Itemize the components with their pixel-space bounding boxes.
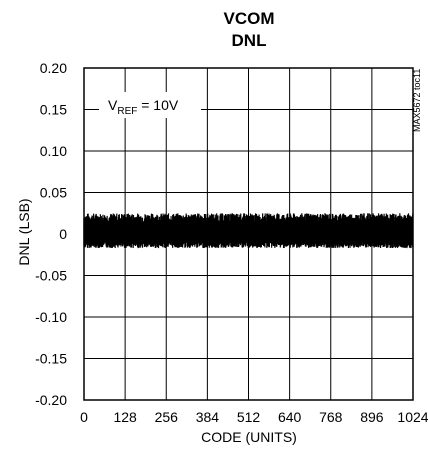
x-tick-label-8: 1024 (397, 409, 428, 425)
x-tick-label-6: 768 (319, 409, 343, 425)
vref-annotation: VREF = 10V (108, 97, 179, 117)
x-tick-label-7: 896 (360, 409, 384, 425)
y-tick-label-3: 0.05 (40, 185, 67, 201)
figure-id: MAX5672 toc11 (412, 69, 422, 132)
y-tick-label-8: -0.20 (35, 392, 67, 408)
vref-sub: REF (117, 106, 137, 117)
y-tick-label-1: 0.15 (40, 102, 67, 118)
x-axis-label: CODE (UNITS) (201, 429, 297, 445)
dnl-core-band (84, 227, 413, 242)
annotation-background (99, 92, 201, 118)
vref-rest: = 10V (137, 97, 179, 113)
x-tick-label-3: 384 (196, 409, 220, 425)
y-tick-label-7: -0.15 (35, 351, 67, 367)
y-tick-label-6: -0.10 (35, 309, 67, 325)
chart-title: VCOM (224, 9, 275, 28)
x-tick-label-1: 128 (113, 409, 137, 425)
y-tick-label-4: 0 (59, 226, 67, 242)
y-tick-label-0: 0.20 (40, 60, 67, 76)
x-tick-label-0: 0 (80, 409, 88, 425)
plot-frame (83, 67, 414, 401)
y-tick-labels: 0.20 0.15 0.10 0.05 0 -0.05 -0.10 -0.15 -0.20 (35, 60, 67, 408)
x-tick-label-5: 640 (278, 409, 302, 425)
y-tick-label-5: -0.05 (35, 268, 67, 284)
chart-subtitle: DNL (232, 31, 267, 50)
dnl-series (83, 213, 414, 249)
y-axis-label: DNL (LSB) (16, 198, 32, 265)
x-tick-label-4: 512 (237, 409, 261, 425)
vref-main: V (108, 97, 118, 113)
y-tick-label-2: 0.10 (40, 143, 67, 159)
x-tick-labels: 0 128 256 384 512 640 768 896 1024 (80, 409, 428, 425)
x-tick-label-2: 256 (155, 409, 179, 425)
